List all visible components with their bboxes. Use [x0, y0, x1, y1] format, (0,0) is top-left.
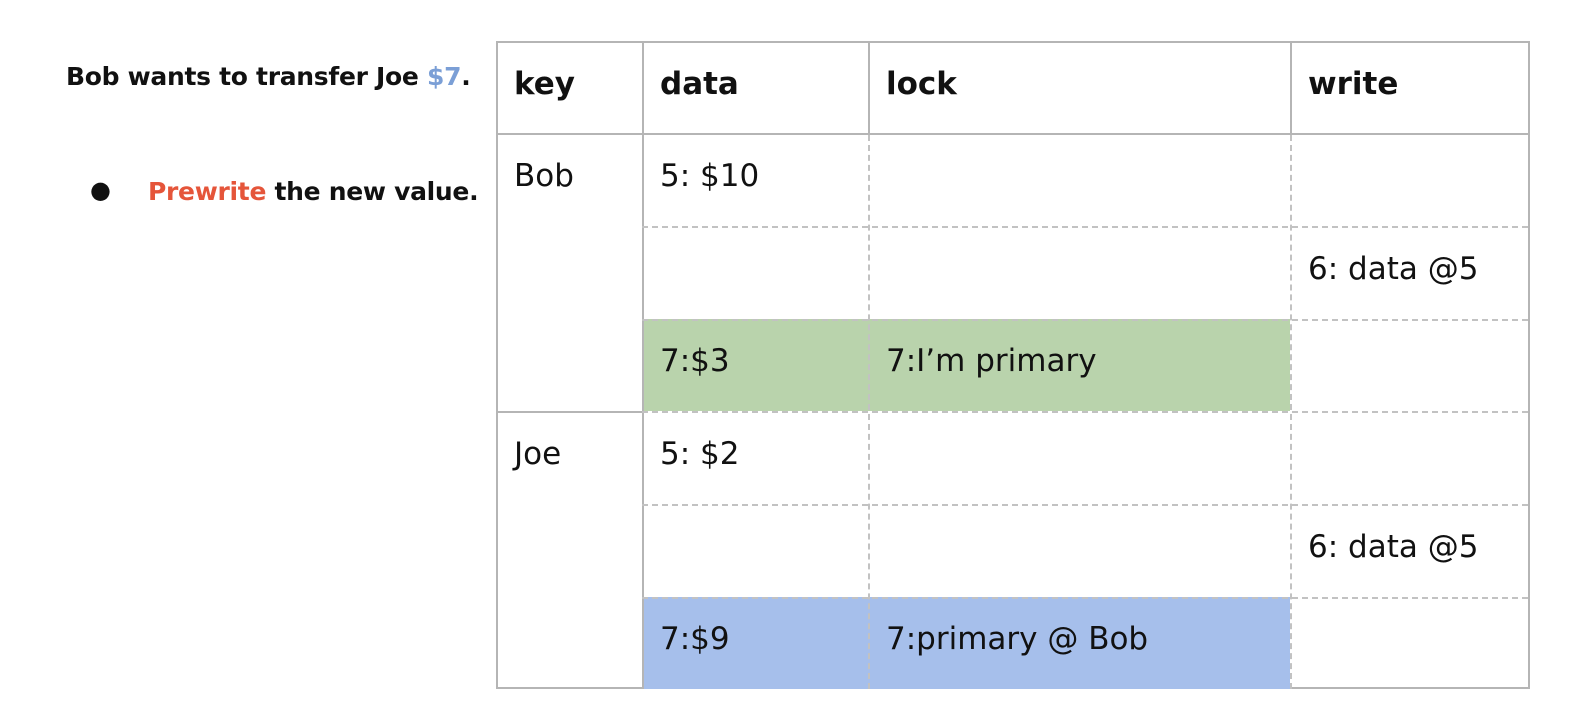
bob-write-6: 6: data @5: [1308, 251, 1479, 287]
divider-bob-joe: [498, 411, 642, 413]
joe-write-6: 6: data @5: [1308, 529, 1479, 565]
headline: Bob wants to transfer Joe $7.: [66, 62, 471, 91]
header-write: write: [1308, 66, 1399, 102]
bullet-marker: ●: [90, 176, 111, 204]
storage-table: key data lock write Bob 5: $10 6: data @…: [496, 41, 1530, 689]
bullet-suffix: .: [469, 177, 479, 206]
joe-data-5: 5: $2: [660, 436, 740, 472]
joe-prewrite-row-fill: [642, 597, 1290, 689]
divider-lock-write-header: [1290, 43, 1292, 135]
joe-data-7: 7:$9: [660, 621, 730, 657]
divider-joe-2: [642, 597, 1528, 599]
bob-prewrite-row-fill: [642, 319, 1290, 411]
headline-prefix: Bob wants to transfer Joe: [66, 62, 427, 91]
headline-amount: $7: [427, 62, 462, 91]
divider-data-lock-header: [868, 43, 870, 135]
key-bob: Bob: [514, 158, 574, 194]
bob-data-5: 5: $10: [660, 158, 760, 194]
divider-bob-1: [642, 226, 1528, 228]
bob-lock-7: 7:I’m primary: [886, 343, 1097, 379]
header-data: data: [660, 66, 739, 102]
divider-bob-joe-values: [642, 411, 1528, 413]
key-joe: Joe: [514, 436, 562, 472]
header-key: key: [514, 66, 576, 102]
headline-suffix: .: [461, 62, 471, 91]
bullet-rest: the new value: [266, 177, 470, 206]
divider-header: [498, 133, 1528, 135]
divider-key-data: [642, 43, 644, 689]
joe-lock-7: 7:primary @ Bob: [886, 621, 1149, 657]
divider-joe-1: [642, 504, 1528, 506]
bullet-verb: Prewrite: [148, 177, 267, 206]
header-lock: lock: [886, 66, 957, 102]
bullet-point: Prewrite the new value.: [148, 177, 479, 206]
bob-data-7: 7:$3: [660, 343, 730, 379]
divider-bob-2: [642, 319, 1528, 321]
